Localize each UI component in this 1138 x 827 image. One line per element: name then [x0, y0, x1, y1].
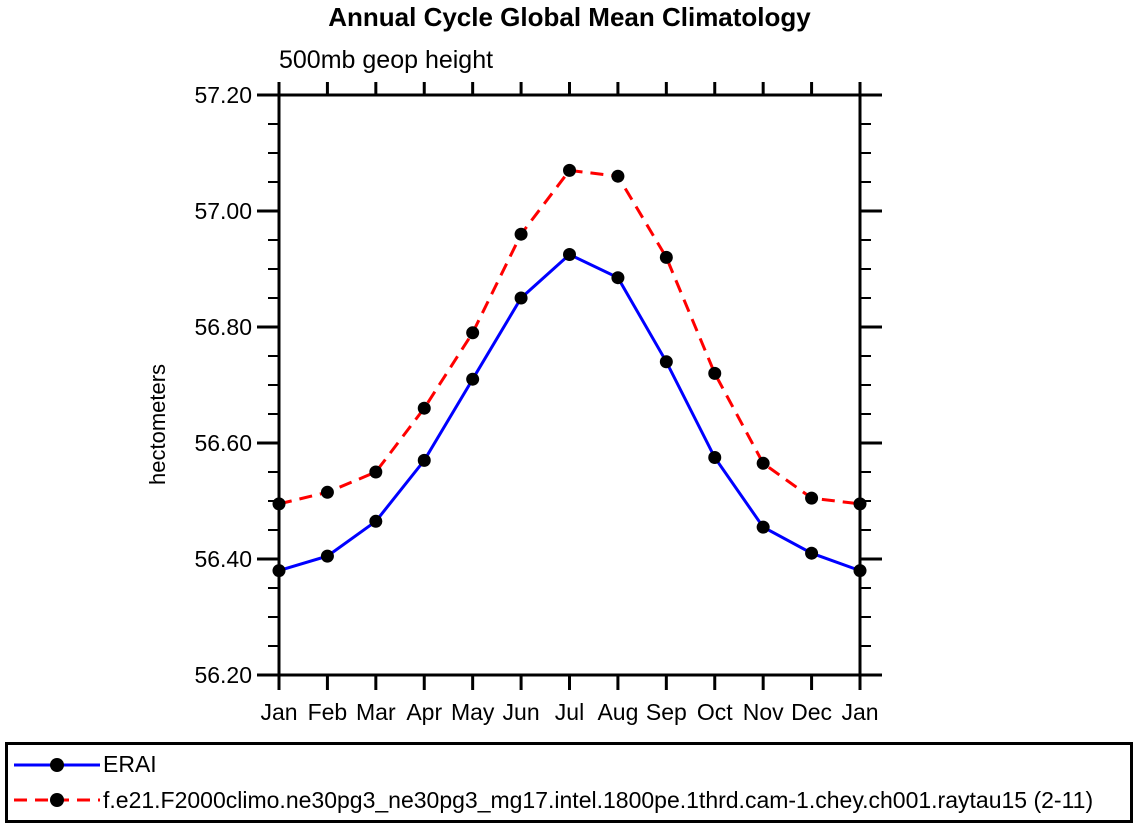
chart-title: Annual Cycle Global Mean Climatology [328, 2, 811, 32]
data-point-marker [611, 271, 625, 285]
data-point-marker [417, 401, 431, 415]
legend-line-sample [14, 793, 100, 808]
data-point-marker [756, 520, 770, 534]
data-point-marker [369, 465, 383, 479]
data-point-marker [563, 248, 576, 261]
data-point-marker [805, 491, 819, 505]
x-tick-label: Sep [646, 699, 687, 725]
erai-line [278, 252, 861, 573]
data-point-marker [708, 451, 722, 464]
x-tick-label: Apr [406, 699, 442, 725]
y-tick-label: 57.00 [194, 198, 252, 224]
x-tick-label: Nov [743, 699, 784, 725]
marker-dot-icon [50, 793, 64, 808]
data-point-marker [659, 250, 673, 264]
legend-label: f.e21.F2000climo.ne30pg3_ne30pg3_mg17.in… [103, 786, 1094, 813]
data-point-marker [563, 163, 576, 177]
y-tick-label: 56.60 [194, 430, 252, 456]
axis-frame [277, 93, 862, 677]
chart-subtitle: 500mb geop height [279, 46, 494, 74]
data-point-marker [659, 355, 673, 369]
x-tick-label: May [451, 699, 495, 725]
data-point-marker [611, 169, 625, 183]
data-point-marker [466, 372, 480, 386]
data-point-marker [320, 549, 334, 563]
data-point-marker [320, 485, 334, 499]
data-point-marker [417, 453, 431, 467]
x-tick-label: Aug [597, 699, 638, 725]
model-line [278, 168, 861, 506]
data-point-marker [514, 227, 528, 241]
legend-item: ERAI [12, 748, 1130, 782]
data-point-marker [466, 326, 480, 340]
x-tick-label: Jul [555, 699, 584, 725]
marker-dot-icon [50, 757, 64, 772]
x-tick-label: Jun [503, 699, 540, 725]
data-point-marker [853, 497, 867, 511]
data-point-marker [805, 546, 819, 560]
legend-label: ERAI [103, 751, 157, 778]
legend-item: f.e21.F2000climo.ne30pg3_ne30pg3_mg17.in… [12, 783, 1130, 817]
data-point-marker [756, 456, 770, 470]
x-tick-label: Oct [697, 699, 733, 725]
x-tick-label: Mar [356, 699, 396, 725]
x-tick-label: Jan [260, 699, 297, 725]
data-point-marker [853, 564, 867, 578]
data-point-marker [272, 497, 286, 511]
legend-line-sample [14, 757, 100, 772]
chart-plot-area: 56.20 56.40 56.60 56.80 57.00 57.20 Jan Feb Mar A… [194, 82, 882, 725]
data-point-marker [369, 514, 383, 528]
y-tick-label: 56.20 [194, 662, 252, 688]
y-tick-label: 57.20 [194, 82, 252, 108]
y-tick-label: 56.80 [194, 314, 252, 340]
data-point-marker [708, 366, 722, 380]
x-tick-label: Dec [791, 699, 832, 725]
legend-box: ERAI f.e21.F2000climo.ne30pg3_ne30pg3_mg1… [5, 742, 1133, 823]
y-tick-label: 56.40 [194, 546, 252, 572]
data-point-marker [272, 564, 286, 578]
x-tick-label: Feb [308, 699, 348, 725]
x-tick-label: Jan [841, 699, 878, 725]
data-point-marker [514, 291, 528, 305]
